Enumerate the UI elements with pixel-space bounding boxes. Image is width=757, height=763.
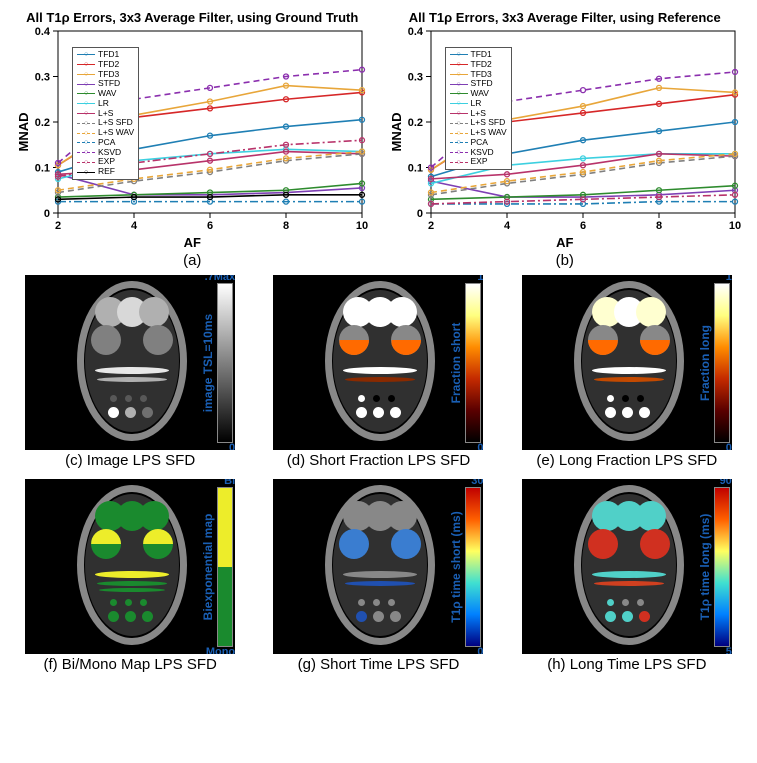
phantom-c: image TSL=10ms .7Max 0 (c) Image LPS SFD	[10, 275, 250, 469]
svg-text:10: 10	[356, 220, 368, 232]
chart-b-legend: ○ TFD1 ○ TFD2 ○ TFD3 ○ STFD ○ WAV ○	[445, 47, 512, 170]
chart-a-panel: All T1ρ Errors, 3x3 Average Filter, usin…	[10, 10, 375, 269]
colorbar-max: Bi	[224, 479, 235, 487]
chart-a-caption: (a)	[10, 252, 375, 269]
colorbar-label: T1ρ time long (ms)	[698, 513, 712, 620]
chart-b-title: All T1ρ Errors, 3x3 Average Filter, usin…	[383, 10, 748, 25]
phantom-h-caption: (h) Long Time LPS SFD	[507, 656, 747, 673]
chart-a-title: All T1ρ Errors, 3x3 Average Filter, usin…	[10, 10, 375, 25]
legend-item: ○ EXP	[450, 157, 507, 167]
phantom-f: Biexponential map Bi Mono (f) Bi/Mono Map …	[10, 479, 250, 673]
colorbar-label: image TSL=10ms	[201, 313, 215, 411]
svg-text:8: 8	[655, 220, 661, 232]
legend-label: EXP	[471, 157, 488, 167]
phantom-row-1: image TSL=10ms .7Max 0 (c) Image LPS SFD F…	[10, 275, 747, 469]
colorbar-max: 1	[726, 275, 732, 283]
svg-text:0: 0	[416, 208, 422, 220]
phantom-row-2: Biexponential map Bi Mono (f) Bi/Mono Map …	[10, 479, 747, 673]
chart-b-caption: (b)	[383, 252, 748, 269]
colorbar-min: 0	[477, 442, 483, 450]
colorbar-max: 30	[471, 479, 483, 487]
phantom-e: Fraction long 1 0 (e) Long Fraction LPS SF…	[507, 275, 747, 469]
svg-text:2: 2	[55, 220, 61, 232]
chart-a-svg: 2 4 6 8 10 0 0.1 0.2 0.3 0.4	[10, 27, 370, 237]
phantom-d: Fraction short 1 0 (d) Short Fraction LPS …	[258, 275, 498, 469]
phantom-g: T1ρ time short (ms) 30 0 (g) Short Time LP…	[258, 479, 498, 673]
legend-item: ○ REF	[77, 167, 134, 177]
phantom-c-caption: (c) Image LPS SFD	[10, 452, 250, 469]
colorbar-min: 0	[477, 646, 483, 654]
legend-label: REF	[98, 167, 115, 177]
colorbar-min: 5	[726, 646, 732, 654]
colorbar-max: 1	[477, 275, 483, 283]
chart-b-panel: All T1ρ Errors, 3x3 Average Filter, usin…	[383, 10, 748, 269]
phantom-e-caption: (e) Long Fraction LPS SFD	[507, 452, 747, 469]
phantom-d-caption: (d) Short Fraction LPS SFD	[258, 452, 498, 469]
svg-text:6: 6	[207, 220, 213, 232]
svg-text:0.2: 0.2	[407, 117, 422, 129]
svg-text:2: 2	[427, 220, 433, 232]
phantom-h: T1ρ time long (ms) 90 5 (h) Long Time LPS …	[507, 479, 747, 673]
colorbar-max: .7Max	[205, 275, 236, 283]
colorbar-label: T1ρ time short (ms)	[449, 511, 463, 622]
svg-text:0.4: 0.4	[407, 27, 423, 38]
chart-b-xlabel: AF	[383, 235, 748, 250]
colorbar-label: Fraction long	[698, 325, 712, 401]
colorbar-label: Fraction short	[449, 322, 463, 403]
colorbar-max: 90	[720, 479, 732, 487]
phantom-g-caption: (g) Short Time LPS SFD	[258, 656, 498, 673]
chart-a-xlabel: AF	[10, 235, 375, 250]
svg-text:0.1: 0.1	[35, 163, 50, 175]
colorbar-min: 0	[229, 442, 235, 450]
svg-text:4: 4	[131, 220, 138, 232]
svg-text:10: 10	[728, 220, 740, 232]
svg-text:0.2: 0.2	[35, 117, 50, 129]
svg-text:0: 0	[44, 208, 50, 220]
chart-b-ylabel: MNAD	[389, 113, 404, 152]
chart-a-legend: ○ TFD1 ○ TFD2 ○ TFD3 ○ STFD ○ WAV ○	[72, 47, 139, 180]
svg-text:6: 6	[579, 220, 585, 232]
svg-text:0.3: 0.3	[35, 72, 50, 84]
svg-text:8: 8	[283, 220, 289, 232]
svg-text:0.4: 0.4	[35, 27, 51, 38]
svg-text:4: 4	[503, 220, 510, 232]
phantom-f-caption: (f) Bi/Mono Map LPS SFD	[10, 656, 250, 673]
colorbar-min: 0	[726, 442, 732, 450]
svg-text:0.1: 0.1	[407, 163, 422, 175]
colorbar-min: Mono	[206, 646, 235, 654]
charts-row: All T1ρ Errors, 3x3 Average Filter, usin…	[10, 10, 747, 269]
colorbar-label: Biexponential map	[201, 513, 215, 620]
chart-b-svg: 2 4 6 8 10 0 0.1 0.2 0.3 0.4	[383, 27, 743, 237]
chart-a-ylabel: MNAD	[16, 113, 31, 152]
svg-text:0.3: 0.3	[407, 72, 422, 84]
